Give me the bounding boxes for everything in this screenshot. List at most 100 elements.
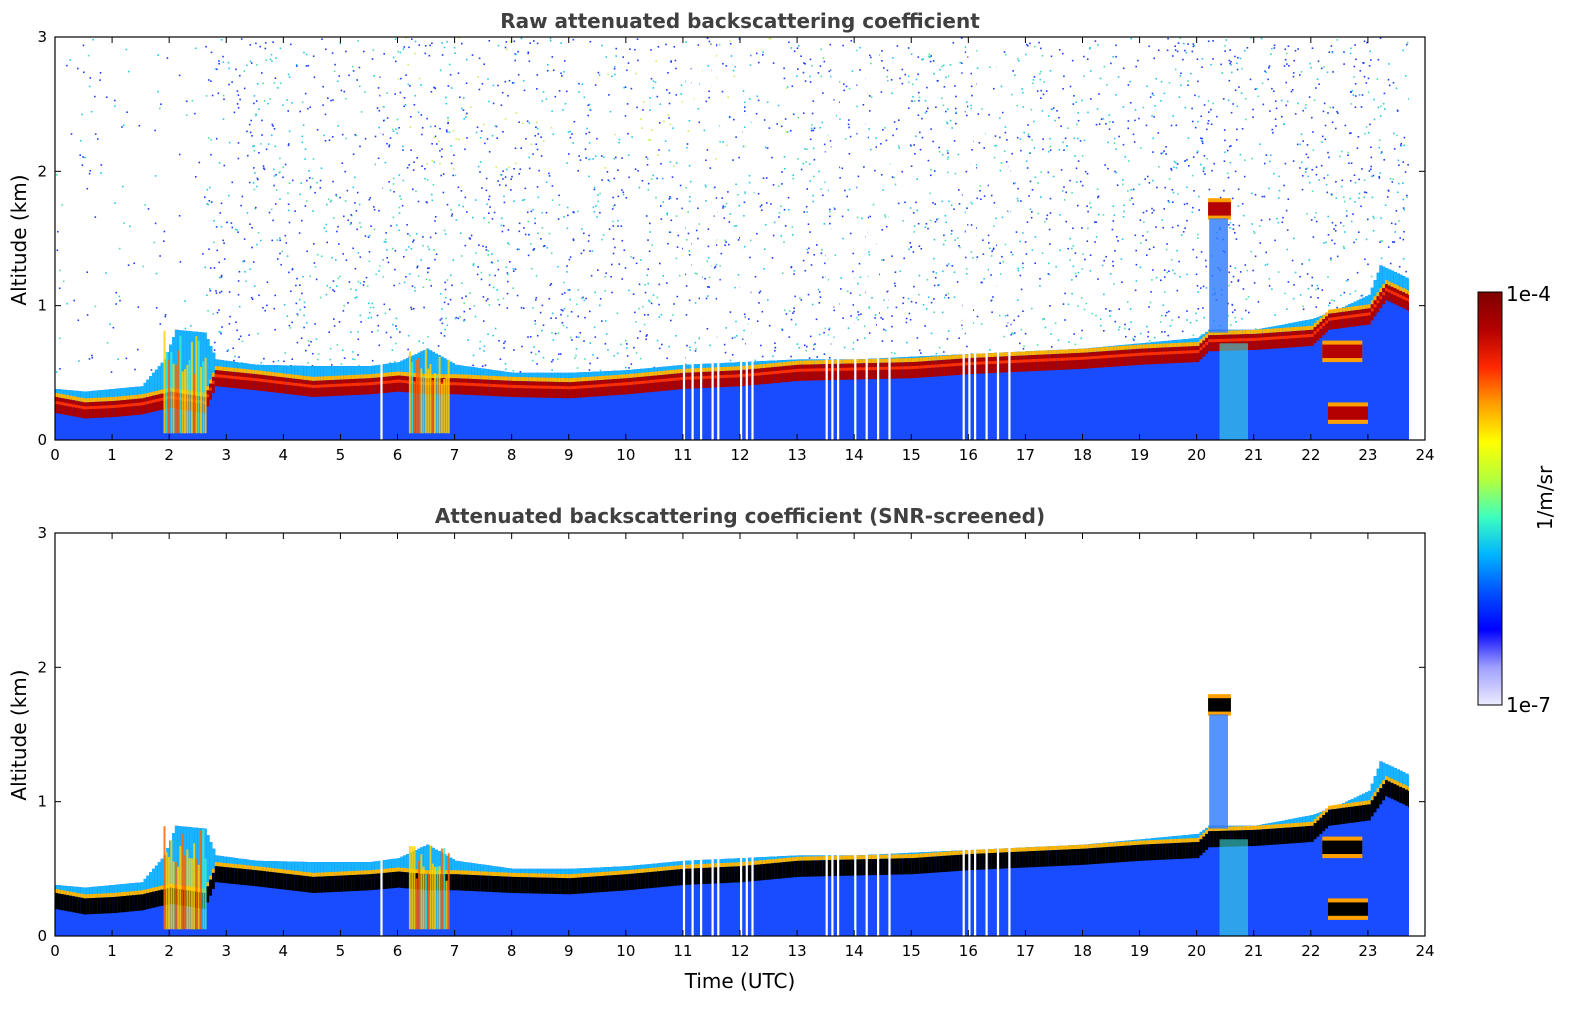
top-noise-dot	[1358, 197, 1360, 199]
top-noise-dot	[521, 199, 524, 202]
top-noise-dot	[910, 53, 913, 55]
top-noise-dot	[842, 317, 844, 319]
top-noise-dot	[263, 357, 265, 360]
top-noise-dot	[528, 156, 530, 159]
top-layer-fill	[306, 366, 310, 440]
top-layer-edge	[565, 372, 570, 383]
top-noise-dot	[1030, 108, 1033, 111]
top-noise-dot	[902, 296, 905, 299]
top-noise-dot	[238, 270, 241, 273]
top-noise-dot	[358, 364, 360, 367]
top-layer-fill	[388, 363, 393, 440]
top-noise-dot	[948, 200, 950, 203]
top-noise-dot	[613, 177, 616, 180]
top-noise-dot	[398, 174, 401, 176]
top-noise-dot	[809, 81, 812, 83]
top-layer-peak	[497, 380, 501, 397]
top-noise-dot	[807, 251, 809, 254]
top-noise-dot	[668, 231, 671, 233]
top-noise-dot	[1309, 62, 1311, 65]
top-layer-edge	[471, 367, 475, 379]
top-noise-dot	[443, 46, 446, 49]
top-noise-dot	[599, 369, 602, 372]
top-noise-dot	[414, 290, 416, 292]
top-noise-dot	[340, 89, 343, 92]
top-layer-peak	[468, 378, 473, 395]
top-layer-fill	[660, 366, 664, 440]
top-noise-dot	[1155, 226, 1157, 228]
top-noise-dot	[813, 127, 816, 129]
top-noise-dot	[804, 80, 807, 82]
top-noise-dot	[497, 44, 500, 47]
top-noise-dot	[527, 51, 530, 54]
top-noise-dot	[709, 167, 712, 169]
top-layer-core	[451, 382, 455, 386]
top-layer-rim	[217, 366, 221, 371]
top-noise-dot	[773, 221, 776, 224]
top-noise-dot	[1186, 310, 1188, 312]
top-noise-dot	[1193, 44, 1196, 47]
top-noise-dot	[403, 97, 406, 99]
top-noise-dot	[771, 156, 773, 159]
top-noise-dot	[897, 202, 900, 205]
top-noise-dot	[330, 99, 332, 102]
top-noise-dot	[263, 100, 266, 102]
top-noise-dot	[252, 261, 255, 263]
top-layer-rim	[263, 371, 267, 376]
top-noise-dot	[82, 156, 84, 158]
top-noise-dot	[190, 325, 192, 327]
top-layer-rim	[100, 397, 104, 402]
top-noise-dot	[418, 340, 420, 343]
top-noise-dot	[1310, 296, 1312, 298]
top-noise-dot	[1079, 140, 1082, 142]
top-layer-fill	[400, 360, 404, 440]
top-noise-dot	[1203, 316, 1205, 319]
top-noise-dot	[1191, 211, 1194, 213]
top-noise-dot	[934, 203, 936, 205]
top-layer-peak	[134, 398, 139, 415]
top-noise-dot	[991, 250, 993, 253]
top-noise-dot	[829, 215, 831, 218]
top-noise-dot	[855, 84, 858, 86]
top-layer-rim	[620, 374, 624, 379]
top-noise-dot	[420, 259, 422, 261]
top-noise-dot	[947, 330, 950, 332]
top-noise-dot	[1063, 199, 1066, 201]
top-noise-dot	[1365, 191, 1368, 194]
top-noise-dot	[388, 308, 391, 311]
top-noise-dot	[358, 203, 361, 206]
top-noise-dot	[1068, 341, 1070, 343]
top-noise-dot	[1036, 90, 1039, 92]
top-noise-dot	[909, 207, 912, 209]
top-noise-dot	[1311, 190, 1314, 193]
top-noise-dot	[342, 310, 345, 312]
top-noise-dot	[1350, 132, 1352, 134]
top-layer-edge	[260, 364, 264, 375]
top-noise-dot	[313, 262, 316, 264]
top-noise-dot	[1198, 209, 1200, 211]
top-noise-dot	[1296, 143, 1299, 146]
top-noise-dot	[708, 286, 710, 288]
top-noise-dot	[1115, 55, 1117, 58]
top-noise-dot	[493, 211, 496, 214]
top-noise-dot	[1170, 167, 1172, 170]
top-noise-dot	[920, 248, 923, 250]
top-noise-dot	[285, 242, 288, 244]
top-noise-dot	[277, 360, 280, 362]
top-noise-dot	[558, 353, 560, 355]
top-noise-dot	[1110, 62, 1112, 65]
top-noise-dot	[310, 340, 312, 343]
top-noise-dot	[1330, 259, 1332, 261]
top-noise-dot	[1020, 149, 1022, 152]
top-layer-core	[200, 400, 204, 404]
top-noise-dot	[832, 99, 835, 101]
top-layer-core	[129, 403, 133, 407]
top-noise-dot	[750, 54, 752, 57]
top-noise-dot	[958, 337, 960, 339]
top-layer-core	[543, 385, 547, 389]
top-noise-dot	[1094, 241, 1096, 243]
top-noise-dot	[372, 49, 375, 51]
top-noise-dot	[346, 189, 349, 192]
top-noise-dot	[1033, 76, 1036, 78]
top-noise-dot	[909, 242, 911, 244]
